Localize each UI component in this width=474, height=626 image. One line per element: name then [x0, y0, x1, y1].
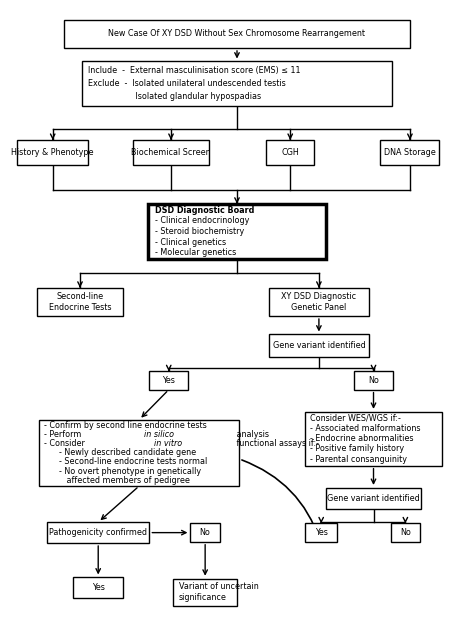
Text: Yes: Yes	[162, 376, 175, 385]
Text: Variant of uncertain: Variant of uncertain	[179, 582, 258, 591]
Text: - Associated malformations: - Associated malformations	[310, 424, 420, 433]
Text: No: No	[200, 528, 210, 537]
FancyBboxPatch shape	[305, 412, 442, 466]
Text: CGH: CGH	[282, 148, 299, 156]
Text: Gene variant identified: Gene variant identified	[273, 341, 365, 350]
Text: Include  -  External masculinisation score (EMS) ≤ 11: Include - External masculinisation score…	[88, 66, 300, 74]
Text: analysis: analysis	[234, 430, 269, 439]
Text: Consider WES/WGS if:-: Consider WES/WGS if:-	[310, 414, 401, 423]
FancyBboxPatch shape	[18, 140, 88, 165]
FancyBboxPatch shape	[47, 522, 149, 543]
Text: Yes: Yes	[92, 583, 105, 592]
FancyBboxPatch shape	[305, 523, 337, 542]
Text: - Clinical endocrinology: - Clinical endocrinology	[155, 217, 249, 225]
Text: Isolated glandular hypospadias: Isolated glandular hypospadias	[88, 93, 261, 101]
FancyBboxPatch shape	[148, 204, 326, 259]
Text: - Confirm by second line endocrine tests: - Confirm by second line endocrine tests	[44, 421, 206, 430]
Text: functional assays if:-: functional assays if:-	[234, 439, 319, 448]
Text: - Positive family history: - Positive family history	[310, 444, 404, 453]
Text: New Case Of XY DSD Without Sex Chromosome Rearrangement: New Case Of XY DSD Without Sex Chromosom…	[109, 29, 365, 38]
FancyBboxPatch shape	[173, 578, 237, 605]
Text: Pathogenicity confirmed: Pathogenicity confirmed	[49, 528, 147, 537]
Text: - Molecular genetics: - Molecular genetics	[155, 248, 236, 257]
Text: No: No	[368, 376, 379, 385]
Text: significance: significance	[179, 593, 227, 602]
Text: Exclude  -  Isolated unilateral undescended testis: Exclude - Isolated unilateral undescende…	[88, 79, 285, 88]
Text: - Newly described candidate gene: - Newly described candidate gene	[44, 448, 196, 458]
FancyBboxPatch shape	[191, 523, 220, 542]
Text: in silico: in silico	[144, 430, 174, 439]
Text: - Perform: - Perform	[44, 430, 83, 439]
FancyBboxPatch shape	[64, 20, 410, 48]
FancyBboxPatch shape	[82, 61, 392, 106]
FancyBboxPatch shape	[354, 371, 393, 389]
FancyBboxPatch shape	[266, 140, 314, 165]
Text: No: No	[400, 528, 411, 537]
Text: DNA Storage: DNA Storage	[384, 148, 436, 156]
Text: - Clinical genetics: - Clinical genetics	[155, 237, 226, 247]
Text: History & Phenotype: History & Phenotype	[11, 148, 94, 156]
Text: - Endocrine abnormalities: - Endocrine abnormalities	[310, 434, 413, 443]
Text: - No overt phenotype in genetically: - No overt phenotype in genetically	[44, 466, 201, 476]
FancyBboxPatch shape	[37, 288, 123, 316]
Text: Biochemical Screen: Biochemical Screen	[131, 148, 211, 156]
Text: Second-line: Second-line	[56, 292, 104, 300]
Text: - Steroid biochemistry: - Steroid biochemistry	[155, 227, 244, 236]
Text: - Parental consanguinity: - Parental consanguinity	[310, 454, 407, 464]
FancyBboxPatch shape	[269, 288, 369, 316]
Text: - Consider: - Consider	[44, 439, 87, 448]
Text: in vitro: in vitro	[154, 439, 182, 448]
Text: Gene variant identified: Gene variant identified	[327, 494, 420, 503]
FancyBboxPatch shape	[326, 488, 421, 509]
Text: affected members of pedigree: affected members of pedigree	[44, 476, 190, 485]
Text: Endocrine Tests: Endocrine Tests	[49, 304, 111, 312]
Text: - Second-line endocrine tests normal: - Second-line endocrine tests normal	[44, 458, 207, 466]
FancyBboxPatch shape	[39, 420, 239, 486]
FancyBboxPatch shape	[380, 140, 439, 165]
FancyBboxPatch shape	[269, 334, 369, 357]
Text: XY DSD Diagnostic: XY DSD Diagnostic	[282, 292, 356, 300]
FancyBboxPatch shape	[391, 523, 420, 542]
Text: Genetic Panel: Genetic Panel	[292, 304, 346, 312]
FancyBboxPatch shape	[73, 577, 123, 598]
Text: DSD Diagnostic Board: DSD Diagnostic Board	[155, 206, 254, 215]
FancyBboxPatch shape	[149, 371, 188, 389]
Text: Yes: Yes	[315, 528, 328, 537]
FancyBboxPatch shape	[134, 140, 209, 165]
